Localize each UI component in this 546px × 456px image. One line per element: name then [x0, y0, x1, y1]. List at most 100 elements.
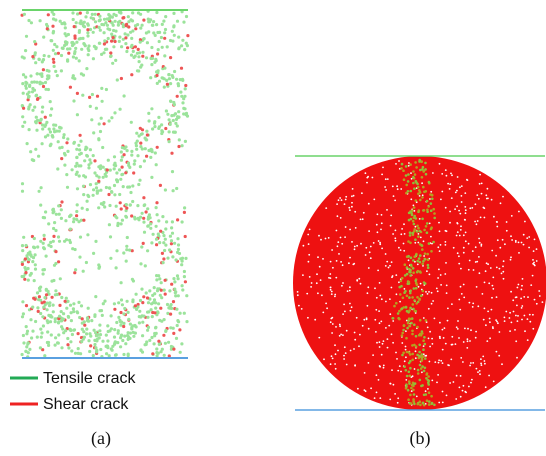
particle	[410, 172, 412, 174]
particle	[339, 325, 341, 327]
particle	[21, 300, 24, 303]
particle	[47, 70, 50, 73]
particle	[409, 289, 412, 292]
particle	[79, 134, 82, 137]
particle	[181, 220, 184, 223]
particle	[151, 127, 154, 130]
particle	[493, 381, 495, 383]
particle	[67, 52, 70, 55]
particle	[486, 198, 488, 200]
particle	[120, 173, 123, 176]
particle	[144, 264, 147, 267]
particle	[498, 355, 500, 357]
particle	[75, 57, 78, 60]
particle	[355, 227, 357, 229]
particle	[504, 320, 506, 322]
particle	[71, 333, 74, 336]
particle	[374, 319, 376, 321]
particle	[22, 107, 25, 110]
particle	[351, 241, 353, 243]
particle	[154, 34, 157, 37]
particle	[117, 316, 120, 319]
particle	[24, 350, 27, 353]
particle	[401, 277, 404, 280]
particle	[429, 274, 431, 276]
particle	[325, 303, 327, 305]
particle	[161, 46, 164, 49]
particle	[322, 312, 324, 314]
particle	[415, 357, 417, 359]
particle	[39, 82, 42, 85]
particle	[532, 314, 534, 316]
particle	[142, 221, 145, 224]
particle	[171, 220, 174, 223]
particle	[100, 117, 103, 120]
particle	[422, 166, 425, 169]
particle	[374, 287, 376, 289]
particle	[372, 354, 374, 356]
particle	[45, 289, 48, 292]
particle	[65, 307, 68, 310]
particle	[464, 192, 466, 194]
particle	[402, 329, 405, 332]
particle	[42, 85, 45, 88]
particle	[413, 403, 416, 406]
particle	[415, 166, 418, 169]
particle	[71, 41, 74, 44]
particle	[95, 182, 98, 185]
particle	[481, 183, 483, 185]
particle	[76, 311, 79, 314]
particle	[88, 350, 91, 353]
particle	[396, 293, 398, 295]
particle	[514, 329, 516, 331]
particle	[524, 330, 526, 332]
particle	[414, 279, 417, 282]
particle	[46, 319, 49, 322]
particle	[437, 246, 439, 248]
particle	[415, 335, 418, 338]
particle	[54, 289, 57, 292]
particle	[47, 344, 50, 347]
particle	[430, 395, 433, 398]
particle	[394, 393, 396, 395]
particle	[91, 13, 94, 16]
particle	[116, 180, 119, 183]
particle	[182, 112, 185, 115]
particle	[21, 249, 24, 252]
particle	[420, 295, 423, 298]
particle	[70, 319, 73, 322]
particle	[414, 368, 416, 370]
particle	[132, 50, 135, 53]
particle	[464, 206, 466, 208]
particle	[121, 303, 124, 306]
particle	[75, 148, 78, 151]
particle	[28, 85, 31, 88]
particle	[101, 146, 104, 149]
particle	[459, 186, 461, 188]
particle	[328, 277, 330, 279]
particle	[72, 329, 75, 332]
particle	[504, 243, 506, 245]
particle	[163, 67, 166, 70]
particle	[98, 309, 101, 312]
particle	[175, 78, 178, 81]
particle	[166, 312, 169, 315]
particle	[63, 152, 66, 155]
particle	[139, 27, 142, 30]
particle	[86, 208, 89, 211]
particle	[342, 313, 344, 315]
particle	[326, 307, 328, 309]
particle	[353, 195, 355, 197]
particle	[134, 24, 137, 27]
particle	[138, 310, 141, 313]
particle	[533, 250, 535, 252]
particle	[119, 345, 122, 348]
particle	[419, 379, 422, 382]
particle	[62, 312, 65, 315]
particle	[440, 199, 442, 201]
particle	[131, 200, 134, 203]
particle	[527, 339, 529, 341]
particle	[75, 218, 78, 221]
particle	[330, 261, 332, 263]
particle	[506, 230, 508, 232]
